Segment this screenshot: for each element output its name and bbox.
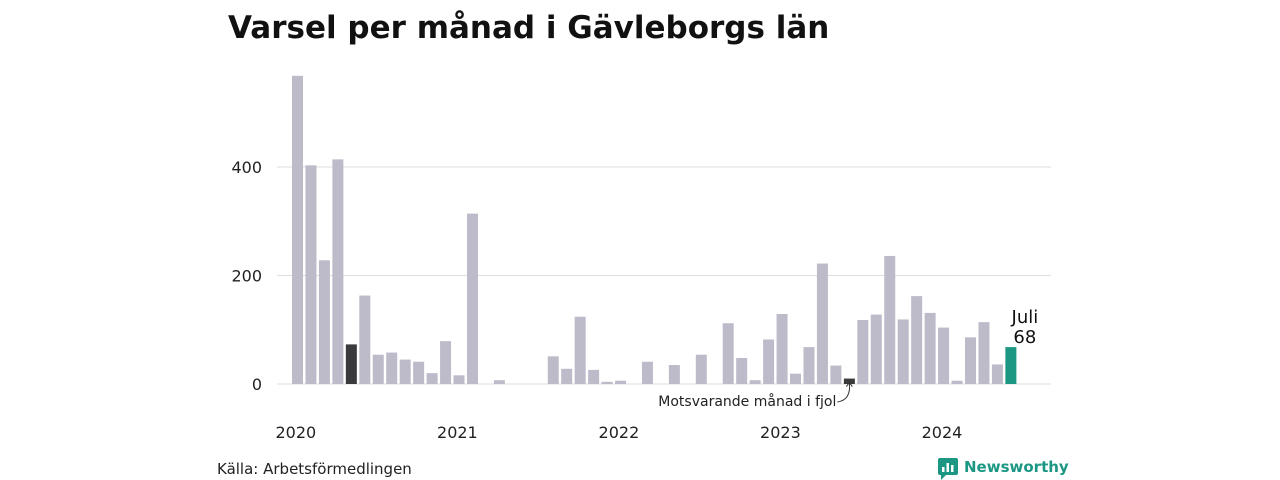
bar xyxy=(870,314,882,384)
bar xyxy=(722,323,734,384)
x-tick-label: 2023 xyxy=(760,423,801,442)
bar xyxy=(588,369,600,384)
x-tick-label: 2024 xyxy=(922,423,963,442)
bar xyxy=(776,314,788,384)
source-label: Källa: Arbetsförmedlingen xyxy=(217,460,412,478)
bar xyxy=(413,361,425,384)
bar xyxy=(924,312,936,384)
bar xyxy=(857,319,869,384)
bar xyxy=(816,263,828,384)
bar xyxy=(399,359,411,384)
bar xyxy=(561,368,573,384)
bar xyxy=(386,352,398,384)
y-axis-ticks: 0 200 400 xyxy=(231,158,262,394)
x-axis-ticks: 2020 2021 2022 2023 2024 xyxy=(276,423,963,442)
bar xyxy=(978,322,990,384)
bar xyxy=(897,319,909,384)
x-tick-label: 2020 xyxy=(276,423,317,442)
bar-current-month xyxy=(1005,347,1017,384)
bar xyxy=(884,255,896,384)
bar xyxy=(830,365,842,384)
highlight-month-label: Juli xyxy=(1011,307,1039,328)
bar xyxy=(601,381,613,384)
bar xyxy=(615,380,627,384)
bar xyxy=(641,361,653,384)
brand-name: Newsworthy xyxy=(964,458,1069,476)
bar xyxy=(372,354,384,384)
annotation-text: Motsvarande månad i fjol xyxy=(658,393,836,410)
brand-logo: Newsworthy xyxy=(938,458,1069,480)
highlight-value-label: 68 xyxy=(1013,327,1036,348)
bar xyxy=(426,373,438,384)
chart-title: Varsel per månad i Gävleborgs län xyxy=(228,10,829,46)
y-tick-label: 400 xyxy=(231,158,262,177)
bar xyxy=(453,375,465,384)
annotation-arrow xyxy=(837,381,853,403)
bar xyxy=(440,341,452,384)
bar xyxy=(965,337,976,384)
bar xyxy=(305,165,317,384)
bar xyxy=(359,295,371,384)
bar xyxy=(292,75,303,385)
y-tick-label: 0 xyxy=(252,375,262,394)
bar xyxy=(938,327,950,384)
bar xyxy=(574,316,586,384)
bars xyxy=(292,75,1017,385)
bar-previous-year xyxy=(345,344,357,384)
bar xyxy=(803,347,815,384)
bar xyxy=(695,354,707,384)
bar xyxy=(668,365,680,384)
bar xyxy=(466,213,478,384)
bar xyxy=(547,356,559,384)
bar xyxy=(951,380,963,384)
chart-icon xyxy=(938,458,958,480)
bar xyxy=(763,339,775,384)
bar xyxy=(991,364,1003,384)
previous-year-annotation: Motsvarande månad i fjol xyxy=(658,381,853,410)
y-tick-label: 200 xyxy=(231,266,262,285)
x-tick-label: 2022 xyxy=(599,423,640,442)
highlight-label: Juli 68 xyxy=(1011,307,1039,348)
bar xyxy=(318,260,330,384)
bar xyxy=(493,380,505,384)
bar xyxy=(332,159,344,384)
bar xyxy=(749,380,761,384)
bar xyxy=(911,296,923,384)
bar xyxy=(736,357,748,384)
bar-previous-year xyxy=(843,378,855,384)
x-tick-label: 2021 xyxy=(437,423,478,442)
bar xyxy=(790,373,802,384)
